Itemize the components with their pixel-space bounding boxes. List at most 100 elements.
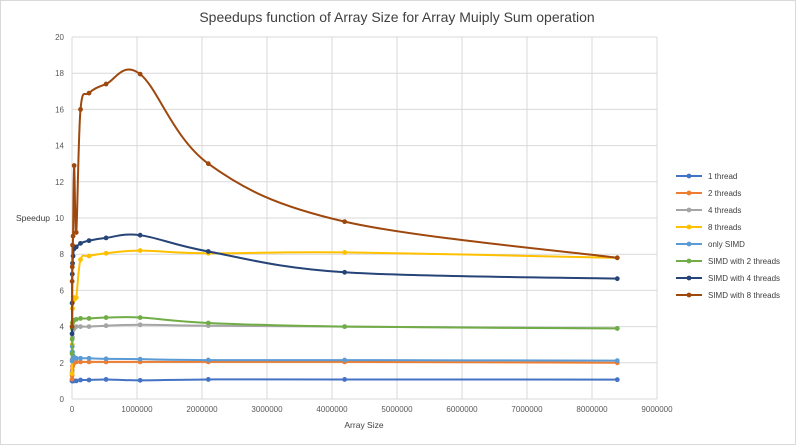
series-lines (69, 68, 620, 384)
x-tick-label: 8000000 (576, 405, 608, 414)
data-point (73, 378, 79, 384)
data-point (78, 240, 83, 246)
x-tick-label: 0 (70, 405, 75, 414)
y-tick-label: 12 (55, 178, 64, 187)
data-point (73, 355, 79, 361)
y-tick-labels: 0 2 4 6 8 10 12 14 16 18 20 (55, 33, 64, 404)
data-point (137, 248, 143, 253)
legend-item: 1 thread (676, 172, 737, 181)
data-point (137, 377, 143, 383)
data-point (78, 355, 83, 361)
chart-title: Speedups function of Array Size for Arra… (199, 9, 594, 25)
legend-label: SIMD with 8 threads (708, 291, 780, 300)
data-point (103, 81, 109, 87)
legend-label: SIMD with 4 threads (708, 274, 780, 283)
data-point (69, 278, 75, 284)
data-point (73, 230, 79, 235)
data-point (137, 71, 143, 77)
data-point (342, 269, 348, 275)
y-tick-label: 10 (55, 214, 64, 223)
data-point (205, 320, 211, 326)
data-point (342, 219, 348, 225)
x-tick-labels: 0 1000000 2000000 3000000 4000000 5000000 6000… (70, 405, 673, 414)
legend-item: SIMD with 2 threads (676, 257, 780, 266)
legend-label: only SIMD (708, 240, 745, 249)
data-point (73, 359, 79, 365)
x-tick-label: 1000000 (121, 405, 153, 414)
y-tick-label: 8 (60, 250, 65, 259)
data-point (69, 264, 75, 270)
x-tick-label: 3000000 (251, 405, 283, 414)
data-point (73, 316, 79, 322)
data-point (69, 358, 75, 364)
legend-item: 8 threads (676, 223, 741, 232)
legend-label: 2 threads (708, 189, 741, 198)
x-tick-label: 6000000 (446, 405, 478, 414)
data-point (342, 324, 348, 329)
legend-label: 8 threads (708, 223, 741, 232)
data-point (73, 324, 79, 329)
legend-item: 4 threads (676, 206, 741, 215)
y-tick-label: 2 (60, 359, 65, 368)
data-point (205, 249, 211, 254)
data-point (69, 336, 75, 342)
data-point (103, 315, 109, 320)
data-point (70, 242, 75, 248)
series-simd-with-8-threads (69, 68, 620, 329)
data-point (86, 90, 92, 96)
data-point (137, 322, 143, 328)
legend-marker (686, 258, 692, 264)
legend-marker (686, 292, 692, 298)
data-point (69, 331, 75, 337)
data-point (205, 357, 211, 363)
data-point (614, 255, 620, 261)
data-point (137, 232, 143, 238)
data-point (205, 161, 211, 167)
data-point (73, 244, 79, 250)
y-tick-label: 18 (55, 69, 64, 78)
legend-label: 4 threads (708, 206, 741, 215)
data-point (205, 377, 211, 382)
data-point (78, 316, 83, 321)
data-point (69, 371, 75, 377)
x-tick-label: 9000000 (641, 405, 673, 414)
data-point (86, 316, 92, 321)
data-point (137, 315, 143, 320)
data-point (86, 355, 92, 361)
data-point (86, 253, 92, 259)
data-point (86, 359, 92, 365)
legend-marker (686, 173, 692, 179)
legend: 1 thread 2 threads 4 threads 8 threads only … (676, 172, 780, 300)
data-point (342, 357, 348, 363)
y-tick-label: 4 (60, 323, 65, 332)
legend-marker (686, 224, 692, 230)
x-axis-label: Array Size (344, 420, 383, 430)
data-point (103, 323, 109, 329)
data-point (69, 351, 75, 357)
data-point (73, 295, 79, 301)
data-point (78, 324, 83, 329)
data-point (69, 376, 75, 382)
data-point (71, 163, 77, 168)
legend-item: only SIMD (676, 240, 745, 249)
y-tick-label: 0 (60, 395, 65, 404)
legend-item: SIMD with 4 threads (676, 274, 780, 283)
data-point (86, 238, 92, 244)
data-point (614, 326, 620, 331)
y-tick-label: 14 (55, 142, 64, 151)
legend-marker (686, 275, 692, 281)
data-point (103, 377, 109, 382)
y-tick-label: 6 (60, 286, 65, 295)
legend-label: SIMD with 2 threads (708, 257, 780, 266)
legend-item: SIMD with 8 threads (676, 291, 780, 300)
legend-item: 2 threads (676, 189, 741, 198)
data-point (342, 249, 348, 255)
y-tick-label: 20 (55, 33, 64, 42)
data-point (78, 377, 83, 383)
x-tick-label: 4000000 (316, 405, 348, 414)
x-tick-label: 5000000 (381, 405, 413, 414)
data-point (342, 377, 348, 382)
y-axis-label: Speedup (16, 213, 50, 223)
